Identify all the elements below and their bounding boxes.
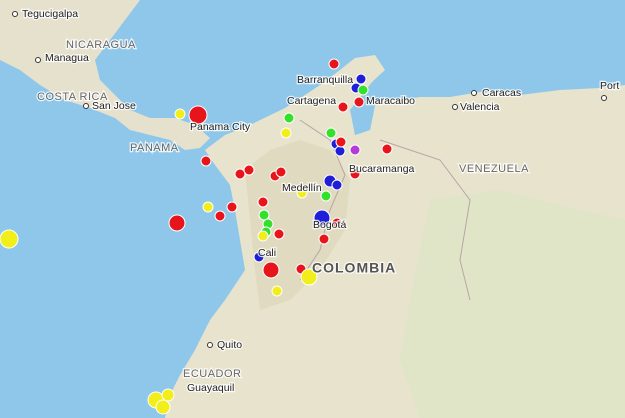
place-label: NICARAGUA xyxy=(66,39,136,51)
earthquake-marker xyxy=(355,73,367,85)
place-label: San Jose xyxy=(92,100,136,112)
city-dot xyxy=(35,57,41,63)
earthquake-marker xyxy=(273,228,285,240)
earthquake-marker xyxy=(325,127,337,139)
city-dot xyxy=(471,90,477,96)
earthquake-marker xyxy=(337,101,349,113)
place-label: Medellín xyxy=(282,182,322,194)
place-label: Cartagena xyxy=(287,95,336,107)
earthquake-marker xyxy=(0,229,19,249)
place-label: Quito xyxy=(217,339,242,351)
earthquake-marker xyxy=(313,209,331,227)
earthquake-marker xyxy=(262,261,280,279)
earthquake-marker xyxy=(253,251,265,263)
earthquake-marker xyxy=(188,105,208,125)
central-america xyxy=(0,0,210,150)
earthquake-marker xyxy=(243,164,255,176)
earthquake-marker xyxy=(357,84,369,96)
city-dot xyxy=(601,95,607,101)
place-label: PANAMA xyxy=(130,142,179,154)
earthquake-marker xyxy=(283,112,295,124)
place-label: Bucaramanga xyxy=(349,163,415,175)
place-label: Caracas xyxy=(482,87,521,99)
earthquake-marker xyxy=(155,399,171,415)
earthquake-marker xyxy=(335,136,347,148)
earthquake-marker xyxy=(318,233,330,245)
place-label: ECUADOR xyxy=(183,368,242,380)
earthquake-marker xyxy=(226,201,238,213)
earthquake-marker xyxy=(381,143,393,155)
earthquake-marker xyxy=(334,145,346,157)
earthquake-marker xyxy=(328,58,340,70)
earthquake-marker xyxy=(257,196,269,208)
earthquake-marker xyxy=(271,285,283,297)
city-dot xyxy=(452,104,458,110)
earthquake-marker xyxy=(202,201,214,213)
earthquake-marker xyxy=(234,168,246,180)
place-label: Maracaibo xyxy=(366,95,415,107)
earthquake-marker xyxy=(280,127,292,139)
earthquake-marker xyxy=(300,268,318,286)
earthquake-marker xyxy=(349,168,361,180)
earthquake-marker xyxy=(320,190,332,202)
earthquake-marker xyxy=(296,187,308,199)
place-label: Barranquilla xyxy=(297,74,353,86)
earthquake-marker xyxy=(174,108,186,120)
earthquake-marker xyxy=(331,217,343,229)
borders xyxy=(299,119,471,301)
place-label: Managua xyxy=(45,52,89,64)
city-dot xyxy=(12,11,18,17)
markers xyxy=(0,58,393,415)
place-label: Bogotá xyxy=(313,219,346,231)
earthquake-marker xyxy=(275,166,287,178)
place-label: VENEZUELA xyxy=(459,163,529,175)
place-label: COSTA RICA xyxy=(37,91,108,103)
earthquake-marker xyxy=(349,144,361,156)
place-label: Port xyxy=(600,80,619,92)
earthquake-marker xyxy=(200,155,212,167)
lowland xyxy=(400,190,625,418)
place-label: Cali xyxy=(258,247,276,259)
earthquake-marker xyxy=(214,210,226,222)
earthquake-marker xyxy=(258,209,270,221)
city-dot xyxy=(207,342,213,348)
earthquake-marker xyxy=(168,214,186,232)
place-label: Guayaquil xyxy=(187,382,234,394)
earthquake-marker xyxy=(257,230,269,242)
earthquake-marker xyxy=(353,96,365,108)
place-label: Valencia xyxy=(460,101,500,113)
city-dot xyxy=(83,103,89,109)
place-label: COLOMBIA xyxy=(312,260,396,276)
place-label: Tegucigalpa xyxy=(22,8,78,20)
earthquake-marker xyxy=(331,179,343,191)
place-label: Panama City xyxy=(190,121,251,133)
earthquake-marker xyxy=(161,388,175,402)
